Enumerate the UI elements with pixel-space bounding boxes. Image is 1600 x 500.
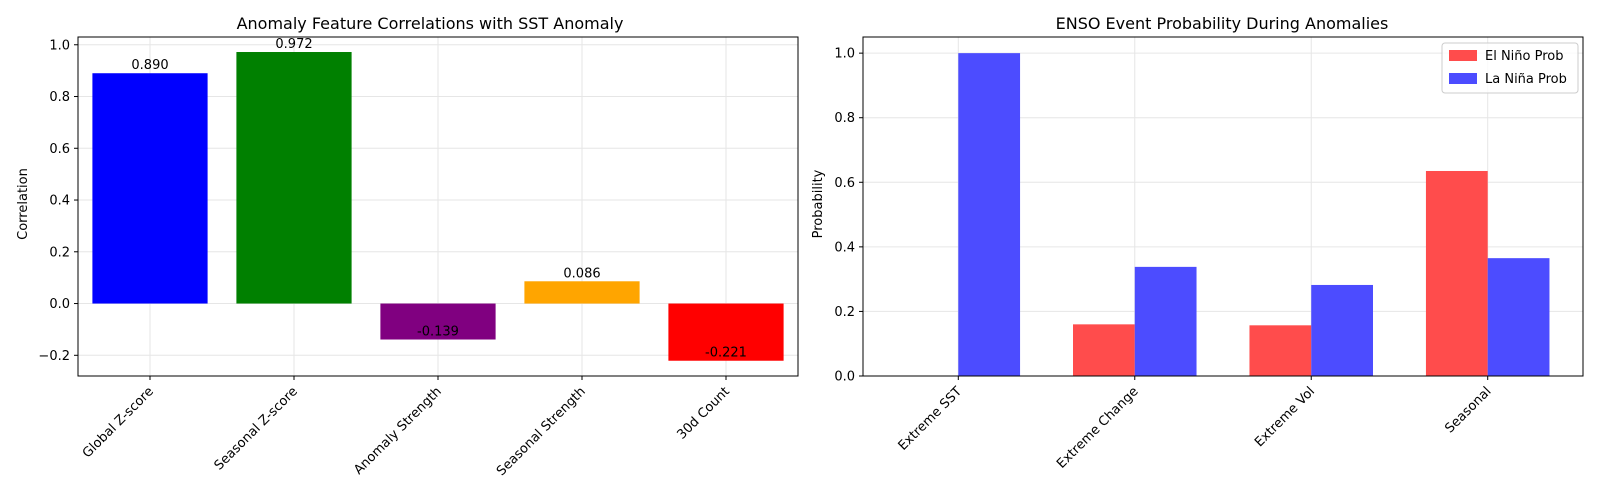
x-tick-label: 30d Count (674, 384, 732, 442)
legend-la-nina-swatch (1449, 73, 1477, 84)
legend-la-nina-label: La Niña Prob (1485, 72, 1567, 87)
x-tick-label: Seasonal (1442, 384, 1494, 436)
x-tick-label: Seasonal Strength (494, 384, 589, 479)
enso-chart-ylabel: Probability (811, 169, 826, 238)
bar-anomaly-strength (380, 303, 496, 340)
enso-chart-y-axis: 0.0 0.2 0.4 0.6 0.8 1.0 (834, 47, 863, 385)
y-tick-label: 0.4 (834, 240, 855, 255)
enso-chart-x-axis: Extreme SST Extreme Change Extreme Vol Seas… (896, 376, 1495, 472)
correlation-chart: Anomaly Feature Correlations with SST An… (16, 14, 799, 479)
correlation-chart-bars (92, 52, 784, 361)
x-tick-label: Extreme SST (896, 384, 966, 454)
value-label-seasonal-z-score: 0.972 (275, 37, 312, 52)
x-tick-label: Anomaly Strength (351, 384, 445, 478)
y-tick-label: 1.0 (834, 47, 855, 62)
bar-global-z-score (92, 73, 208, 304)
enso-chart-title: ENSO Event Probability During Anomalies (1056, 14, 1389, 33)
bar-la-ni-a-prob-extreme-change (1134, 266, 1197, 376)
value-label-30d-count: -0.221 (705, 346, 747, 361)
value-label-seasonal-strength: 0.086 (563, 266, 600, 281)
value-label-global-z-score: 0.890 (131, 58, 168, 73)
x-tick-label: Global Z-score (80, 384, 157, 461)
correlation-chart-value-labels: 0.890 0.972 -0.139 0.086 -0.221 (131, 37, 747, 361)
y-tick-label: 0.2 (834, 305, 855, 320)
y-tick-label: 0.4 (49, 194, 70, 209)
bar-la-ni-a-prob-seasonal (1487, 258, 1550, 376)
y-tick-label: 0.6 (834, 176, 855, 191)
enso-chart-legend: El Niño Prob La Niña Prob (1441, 42, 1579, 94)
x-tick-label: Seasonal Z-score (212, 384, 301, 473)
y-tick-label: 0.6 (49, 142, 70, 157)
legend-el-nino-swatch (1449, 50, 1477, 61)
value-label-anomaly-strength: -0.139 (417, 325, 459, 340)
correlation-chart-x-axis: Global Z-score Seasonal Z-score Anomaly St… (80, 376, 733, 479)
enso-chart-bars (958, 53, 1550, 377)
bar-seasonal-z-score (236, 52, 352, 304)
correlation-chart-ylabel: Correlation (16, 168, 31, 240)
y-tick-label: 0.0 (834, 370, 855, 385)
bar-la-ni-a-prob-extreme-sst (958, 53, 1021, 377)
x-tick-label: Extreme Change (1054, 384, 1141, 471)
correlation-chart-frame (77, 36, 799, 377)
bar-el-ni-o-prob-extreme-vol (1249, 325, 1312, 376)
correlation-chart-y-axis: −0.2 0.0 0.2 0.4 0.6 0.8 1.0 (38, 38, 78, 364)
legend-el-nino-label: El Niño Prob (1485, 49, 1564, 64)
y-tick-label: 0.8 (834, 111, 855, 126)
enso-chart-frame (862, 36, 1584, 377)
y-tick-label: 0.0 (49, 297, 70, 312)
correlation-chart-title: Anomaly Feature Correlations with SST An… (237, 14, 624, 33)
bar-la-ni-a-prob-extreme-vol (1311, 284, 1373, 376)
y-tick-label: 1.0 (49, 38, 70, 53)
bar-seasonal-strength (524, 281, 640, 304)
x-tick-label: Extreme Vol (1252, 384, 1318, 450)
y-tick-label: 0.2 (49, 245, 70, 260)
y-tick-label: 0.8 (49, 90, 70, 105)
enso-probability-chart: ENSO Event Probability During Anomalies … (811, 14, 1584, 472)
bar-el-ni-o-prob-extreme-change (1073, 324, 1135, 376)
y-tick-label: −0.2 (38, 349, 70, 364)
bar-el-ni-o-prob-seasonal (1425, 170, 1488, 376)
bar-30d-count (668, 303, 784, 361)
